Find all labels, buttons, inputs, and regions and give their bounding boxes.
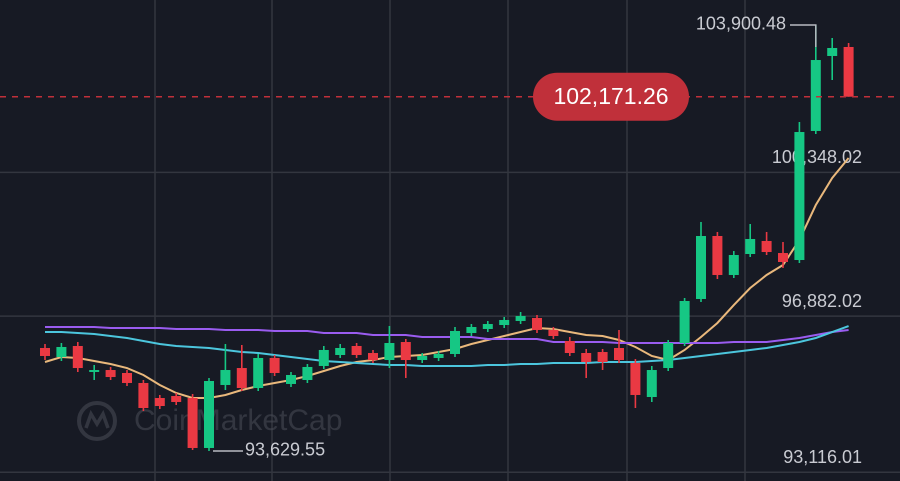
candle-body [614, 347, 624, 361]
candle-body [417, 355, 428, 361]
candle-body [499, 319, 510, 326]
candle-body [450, 330, 460, 354]
y-tick-label: 100,348.02 [772, 147, 862, 167]
candle-body [105, 370, 116, 378]
watermark: CoinMarketCap [77, 401, 342, 441]
vertical-grid [154, 0, 746, 481]
candle-body [138, 382, 149, 409]
candle-body [40, 347, 50, 356]
low-label: 93,629.55 [245, 440, 325, 460]
candle-body [72, 345, 83, 369]
candle-body [368, 353, 378, 361]
candle-body [663, 343, 674, 369]
high-label: 103,900.48 [696, 14, 786, 34]
candle-body [745, 238, 756, 255]
candle-body [302, 366, 313, 381]
candles [40, 24, 854, 451]
candle-body [466, 326, 477, 334]
candle-body [154, 398, 165, 407]
candle-body [318, 349, 329, 366]
candle-body [515, 316, 526, 321]
candle-body [827, 47, 838, 56]
candle-body [581, 353, 592, 363]
candle-body [351, 345, 362, 355]
candle-body [204, 381, 214, 448]
candle-body [384, 343, 395, 361]
watermark-text: CoinMarketCap [134, 404, 342, 437]
candle-body [679, 300, 690, 344]
candle-body [564, 341, 575, 354]
candle-body [597, 352, 608, 363]
candle-body [220, 370, 231, 385]
last-price-label: 102,171.26 [553, 83, 668, 109]
y-tick-label: 93,116.01 [783, 447, 862, 467]
watermark-logo [77, 401, 117, 441]
candle-body [548, 329, 559, 336]
candle-body [335, 347, 346, 355]
watermark-logo [84, 409, 110, 429]
candle-body [728, 254, 739, 275]
candle-body [89, 370, 100, 373]
candle-body [532, 317, 542, 330]
candle-body [400, 342, 411, 361]
moving-averages [44, 157, 850, 400]
last-price-badge [533, 72, 689, 121]
candle-body [482, 324, 493, 329]
candle-body [778, 253, 788, 263]
moving-average-line [45, 325, 849, 345]
annotations: 103,900.48 93,629.55 102,171.26 [0, 14, 900, 460]
candle-body [630, 363, 641, 395]
moving-average-line [45, 325, 849, 367]
candle-body [122, 372, 132, 383]
y-tick-label: 96,882.02 [782, 291, 862, 311]
candle-body [269, 357, 280, 373]
candle-body [56, 346, 67, 357]
candle-body [646, 370, 657, 398]
candle-body [712, 235, 723, 275]
candle-body [171, 396, 182, 402]
candle-body [761, 240, 772, 253]
candle-body [794, 132, 805, 261]
candle-body [187, 398, 198, 448]
candle-body [810, 60, 821, 131]
high-connector [790, 24, 817, 47]
candle-body [843, 46, 854, 97]
moving-average-line [44, 157, 850, 400]
candle-body [696, 235, 706, 300]
candle-body [253, 357, 264, 389]
candle-body [236, 368, 247, 389]
candle-body [286, 374, 296, 384]
candle-body [433, 353, 444, 358]
